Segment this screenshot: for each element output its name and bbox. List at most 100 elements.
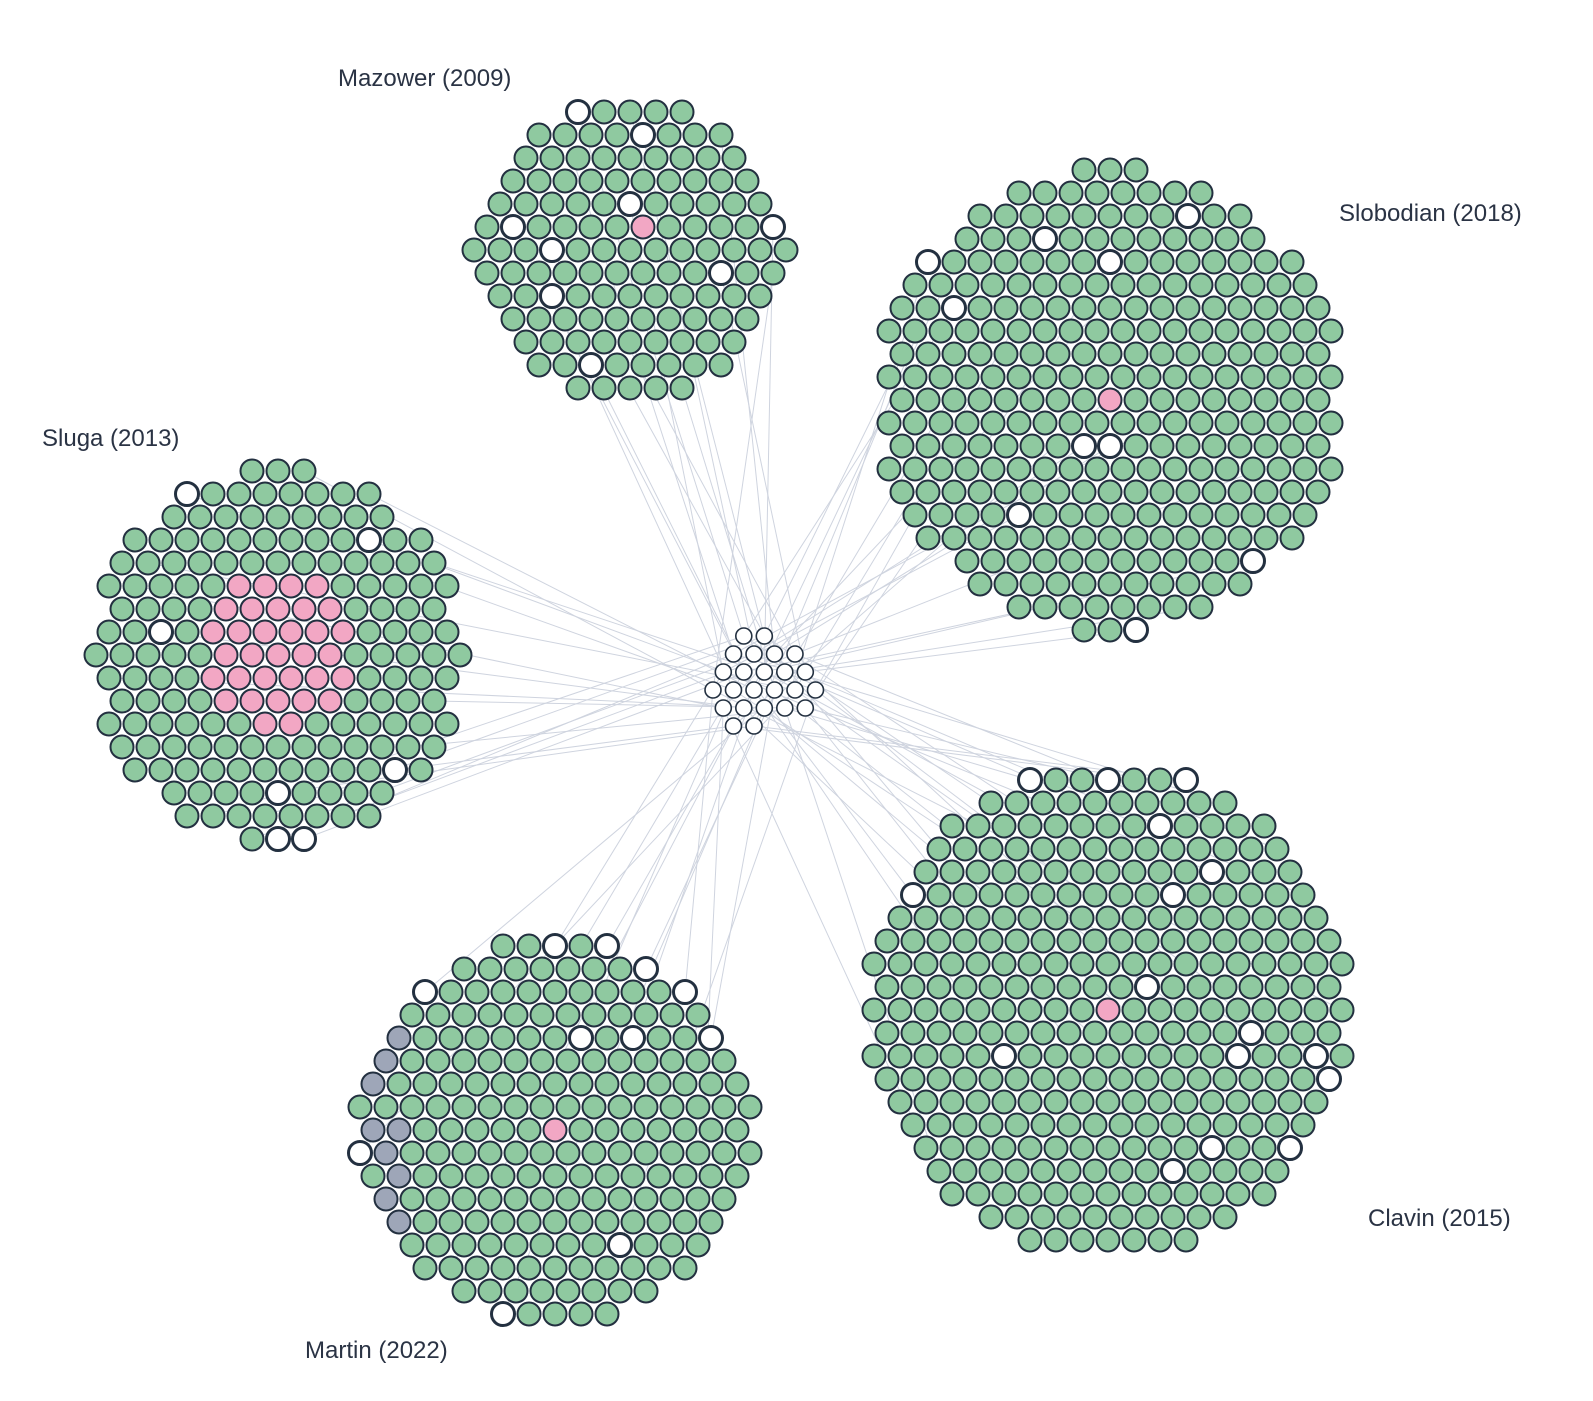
node-primary: [1214, 410, 1240, 436]
node-primary: [698, 1209, 724, 1235]
node-primary: [1071, 387, 1097, 413]
node-primary: [1134, 1112, 1160, 1138]
node-primary: [1058, 502, 1084, 528]
node-primary: [698, 1071, 724, 1097]
node-primary: [96, 573, 122, 599]
node-primary: [978, 1112, 1004, 1138]
node-primary: [928, 502, 954, 528]
node-primary: [967, 203, 993, 229]
node-primary: [516, 933, 542, 959]
node-primary: [395, 734, 421, 760]
node-primary: [991, 905, 1017, 931]
node-primary: [565, 283, 591, 309]
node-primary: [646, 1117, 672, 1143]
node-primary: [656, 168, 682, 194]
node-primary: [109, 642, 135, 668]
node-primary: [928, 318, 954, 344]
node-primary: [1266, 502, 1292, 528]
hub-node: [734, 663, 753, 681]
node-primary: [633, 1278, 659, 1304]
node-highlight: [330, 619, 356, 645]
node-primary: [122, 757, 148, 783]
node-shared: [265, 780, 291, 806]
node-primary: [1123, 341, 1149, 367]
node-primary: [1056, 836, 1082, 862]
node-primary: [1032, 272, 1058, 298]
node-primary: [1240, 272, 1266, 298]
hub-node: [745, 717, 763, 735]
node-primary: [952, 1158, 978, 1184]
node-shared: [291, 826, 317, 852]
node-primary: [1173, 1043, 1199, 1069]
node-primary: [330, 527, 356, 553]
node-primary: [278, 527, 304, 553]
node-primary: [161, 504, 187, 530]
node-primary: [382, 573, 408, 599]
node-primary: [438, 1209, 464, 1235]
node-primary: [939, 1181, 965, 1207]
node-primary: [604, 260, 630, 286]
hub-node: [806, 681, 825, 699]
node-primary: [1004, 974, 1030, 1000]
node-primary: [656, 352, 682, 378]
node-primary: [978, 1066, 1004, 1092]
node-primary: [581, 1048, 607, 1074]
node-primary: [565, 237, 591, 263]
node-primary: [1251, 813, 1277, 839]
node-primary: [1032, 180, 1058, 206]
node-primary: [213, 780, 239, 806]
edge: [710, 689, 775, 1039]
node-primary: [1214, 548, 1240, 574]
node-primary: [1201, 433, 1227, 459]
node-primary: [902, 502, 928, 528]
node-shared: [1160, 1158, 1186, 1184]
node-primary: [1149, 525, 1175, 551]
node-primary: [1123, 433, 1149, 459]
node-primary: [438, 1163, 464, 1189]
node-primary: [1173, 905, 1199, 931]
node-primary: [1253, 479, 1279, 505]
node-primary: [1121, 997, 1147, 1023]
node-shared: [1017, 767, 1043, 793]
node-highlight: [291, 642, 317, 668]
node-primary: [1188, 410, 1214, 436]
node-primary: [1056, 1112, 1082, 1138]
node-primary: [656, 306, 682, 332]
node-primary: [1225, 1135, 1251, 1161]
node-primary: [669, 329, 695, 355]
node-other: [373, 1048, 399, 1074]
node-primary: [1186, 836, 1212, 862]
node-primary: [451, 956, 477, 982]
node-primary: [991, 1089, 1017, 1115]
node-primary: [578, 214, 604, 240]
node-primary: [317, 734, 343, 760]
node-primary: [967, 341, 993, 367]
node-primary: [1069, 813, 1095, 839]
node-primary: [343, 688, 369, 714]
node-primary: [304, 711, 330, 737]
node-primary: [1071, 249, 1097, 275]
node-primary: [1175, 387, 1201, 413]
node-primary: [578, 122, 604, 148]
node-primary: [695, 329, 721, 355]
node-primary: [991, 997, 1017, 1023]
node-primary: [542, 1071, 568, 1097]
node-primary: [438, 1255, 464, 1281]
node-primary: [1277, 997, 1303, 1023]
node-primary: [1019, 203, 1045, 229]
node-primary: [978, 974, 1004, 1000]
node-primary: [513, 329, 539, 355]
node-primary: [487, 191, 513, 217]
node-primary: [330, 573, 356, 599]
node-primary: [477, 956, 503, 982]
node-primary: [965, 1043, 991, 1069]
node-primary: [591, 99, 617, 125]
node-primary: [991, 813, 1017, 839]
node-highlight: [317, 642, 343, 668]
node-primary: [174, 619, 200, 645]
node-primary: [291, 734, 317, 760]
node-primary: [1290, 1112, 1316, 1138]
node-primary: [500, 260, 526, 286]
node-primary: [965, 1089, 991, 1115]
node-primary: [1253, 295, 1279, 321]
